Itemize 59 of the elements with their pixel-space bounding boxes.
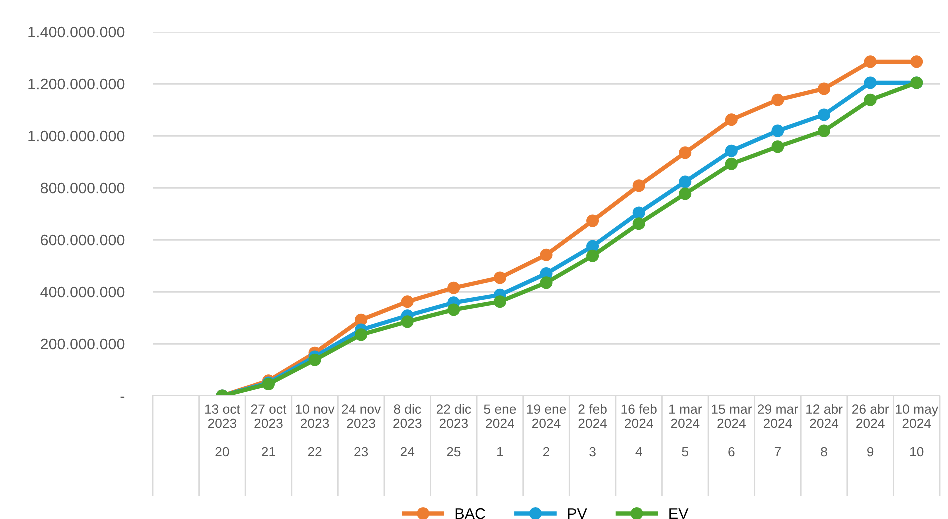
point [679,176,692,188]
y-tick-label: 400.000.000 [40,286,125,298]
point [818,108,831,122]
category-label: 1 mar 2024 5 [670,404,702,457]
category-label: 8 dic 2023 24 [394,404,422,457]
point [864,94,877,106]
point [401,316,414,328]
category-label: 15 mar 2024 6 [712,404,752,457]
point [632,206,646,220]
category-label: 22 dic 2023 25 [436,404,472,457]
point [864,76,877,90]
point [632,180,646,192]
point [494,296,506,308]
point [818,124,831,138]
point [355,328,368,342]
category-label: 12 abr 2024 8 [806,404,843,457]
point [586,214,600,228]
category-label: 5 ene 2024 1 [484,404,516,457]
y-tick-label: 1.200.000.000 [28,78,125,90]
point [818,82,831,96]
point [540,276,553,290]
point [910,56,924,68]
point [586,250,600,262]
y-tick-label: 600.000.000 [41,234,125,246]
category-label: 2 feb 2024 3 [578,404,608,457]
point [448,282,460,294]
y-tick-label: 1.400.000.000 [28,26,125,38]
point [308,354,322,366]
point [725,114,738,126]
point [772,140,784,154]
point [448,304,460,316]
point [540,248,553,262]
category-label: 19 ene 2024 2 [527,404,566,457]
point [772,124,784,138]
category-label: 24 nov 2023 23 [342,404,382,457]
point [679,146,692,160]
point [401,296,414,308]
y-tick-label: 1.000.000.000 [28,130,125,142]
category-label: 13 oct 2023 20 [205,404,240,457]
point [864,56,877,68]
point [632,218,646,230]
y-tick-label: 800.000.000 [40,182,125,194]
category-label: 26 abr 2024 9 [852,404,890,457]
point [355,314,368,326]
category-label: 27 oct 2023 21 [251,404,287,457]
point [725,144,738,158]
point [679,188,692,200]
legend-label: PV [568,508,588,519]
y-tick-label: - [120,396,125,398]
point [772,94,784,106]
category-label: 29 mar 2024 7 [758,404,798,457]
category-label: 16 feb 2024 4 [622,404,657,457]
point [725,158,738,170]
legend-label: EV [670,508,689,519]
point [494,272,506,284]
legend-label: BAC [456,508,486,519]
category-label: 10 may 2024 10 [896,404,938,457]
category-label: 10 nov 2023 22 [296,404,335,457]
y-tick-label: 200.000.000 [41,338,125,350]
